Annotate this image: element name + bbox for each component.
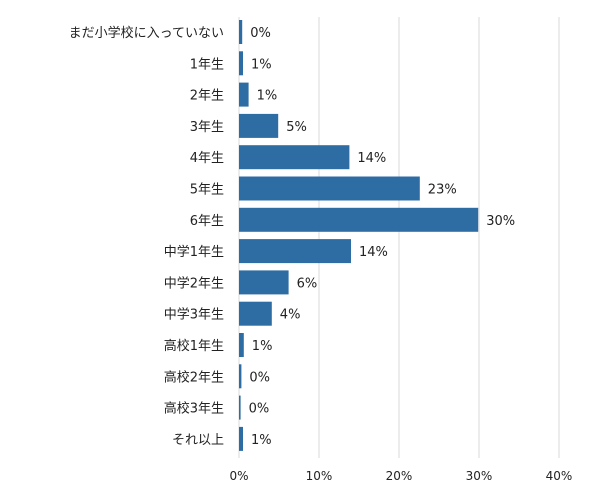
bar — [239, 20, 243, 44]
category-label: 5年生 — [190, 183, 224, 198]
value-label: 1% — [252, 339, 273, 354]
value-label: 1% — [257, 89, 278, 104]
value-labels: 0% 1% 1% 5% 14% 23% 30% 14% 6% 4% 1% 0% 0% 1% — [249, 26, 516, 448]
category-label: 中学2年生 — [164, 275, 224, 291]
x-tick-label: 40% — [546, 469, 573, 483]
value-label: 0% — [249, 402, 270, 417]
category-labels: まだ小学校に入っていない 1年生 2年生 3年生 4年生 5年生 6年生中学1年生中学2年生… — [69, 25, 224, 448]
value-label: 30% — [486, 214, 515, 229]
category-label: 高校3年生 — [164, 401, 224, 417]
bar — [239, 270, 289, 295]
category-label: 1年生 — [190, 57, 224, 72]
x-tick-label: 10% — [306, 469, 333, 483]
bar — [239, 395, 241, 420]
value-label: 0% — [249, 370, 270, 385]
x-tick-label: 0% — [229, 469, 248, 483]
category-label: それ以上 — [172, 433, 224, 448]
value-label: 14% — [357, 151, 386, 166]
grid-lines — [238, 17, 560, 458]
category-label: 4年生 — [190, 151, 224, 166]
value-label: 4% — [280, 308, 301, 323]
x-axis-ticks: 0% 10% 20% 30% 40% — [229, 469, 572, 483]
value-label: 1% — [251, 57, 272, 72]
value-label: 5% — [286, 120, 307, 135]
x-tick-label: 30% — [466, 469, 493, 483]
category-label: 中学3年生 — [164, 307, 224, 323]
category-label: 高校2年生 — [164, 369, 224, 385]
category-label: 6年生 — [190, 214, 224, 229]
category-label: 2年生 — [190, 89, 224, 104]
x-tick-label: 20% — [386, 469, 413, 483]
bar — [239, 176, 420, 201]
bar — [239, 51, 243, 76]
bar — [239, 145, 350, 170]
category-label: 中学1年生 — [164, 244, 224, 260]
category-label: 3年生 — [190, 120, 224, 135]
bar — [239, 426, 243, 451]
bar — [239, 207, 479, 232]
bar — [239, 113, 279, 138]
category-label: まだ小学校に入っていない — [69, 25, 224, 41]
value-label: 1% — [251, 433, 272, 448]
bar — [239, 333, 244, 357]
bar — [239, 239, 351, 264]
category-label: 高校1年生 — [164, 338, 224, 354]
value-label: 14% — [359, 245, 388, 260]
bar — [239, 301, 272, 326]
value-label: 23% — [428, 183, 457, 198]
bar — [239, 82, 249, 107]
bar — [239, 364, 242, 389]
value-label: 0% — [250, 26, 271, 41]
value-label: 6% — [297, 276, 318, 291]
bars — [239, 20, 479, 451]
